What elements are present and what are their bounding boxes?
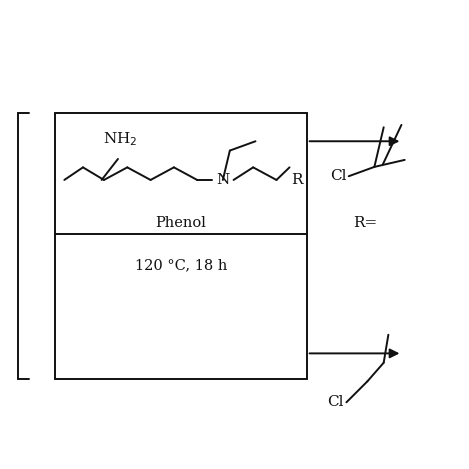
Text: NH$_2$: NH$_2$ (103, 130, 137, 148)
Text: Cl: Cl (327, 395, 344, 409)
Text: Cl: Cl (330, 169, 347, 183)
Text: R=: R= (353, 216, 378, 230)
Text: 120 °C, 18 h: 120 °C, 18 h (135, 258, 227, 272)
Text: Phenol: Phenol (155, 216, 206, 230)
Text: N: N (216, 173, 229, 187)
Text: R: R (291, 173, 303, 187)
